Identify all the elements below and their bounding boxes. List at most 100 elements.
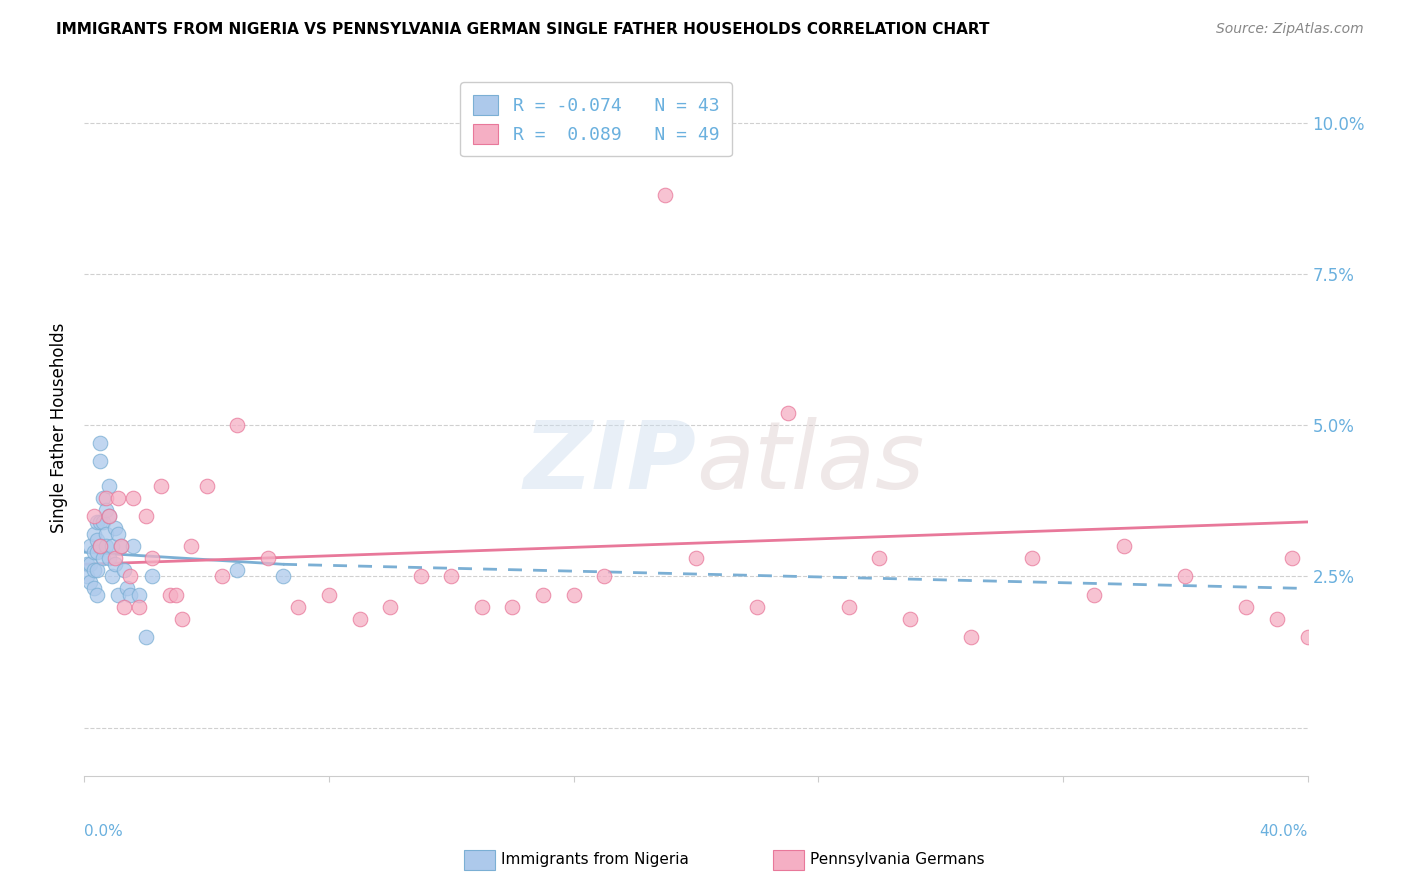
Point (112, 599, 135, 614)
Point (1236, 599, 1258, 614)
Text: atlas: atlas (696, 417, 924, 508)
Point (110, 539, 132, 553)
Point (141, 569, 163, 583)
Point (898, 612, 921, 626)
Point (104, 551, 127, 566)
Point (122, 539, 145, 553)
Point (593, 569, 616, 583)
Point (226, 563, 249, 577)
Text: ZIP: ZIP (523, 417, 696, 509)
Point (79, 539, 101, 553)
Point (83, 545, 105, 559)
Point (107, 527, 129, 541)
Point (91, 551, 114, 566)
Text: 40.0%: 40.0% (1260, 824, 1308, 839)
Point (110, 539, 132, 553)
Point (89, 515, 111, 529)
Point (257, 551, 280, 566)
Point (104, 521, 127, 535)
Point (86, 533, 108, 547)
Point (1265, 612, 1288, 626)
Point (94, 491, 117, 505)
Point (380, 599, 402, 614)
Point (135, 508, 157, 523)
Point (91, 491, 114, 505)
Point (287, 599, 309, 614)
Point (869, 551, 891, 566)
Point (97, 551, 120, 566)
Text: Immigrants from Nigeria: Immigrants from Nigeria (501, 853, 689, 867)
Point (76, 558, 98, 572)
Point (149, 478, 172, 492)
Point (141, 551, 163, 566)
Point (101, 569, 124, 583)
Point (79, 558, 101, 572)
Point (159, 588, 181, 602)
Point (94, 539, 117, 553)
Point (562, 588, 585, 602)
Text: Source: ZipAtlas.com: Source: ZipAtlas.com (1216, 22, 1364, 37)
Point (960, 630, 983, 644)
Point (685, 551, 707, 566)
Point (502, 599, 524, 614)
Point (97, 508, 120, 523)
Point (135, 630, 157, 644)
Point (91, 515, 114, 529)
Point (112, 563, 135, 577)
Point (83, 582, 105, 596)
Y-axis label: Single Father Households: Single Father Households (51, 323, 69, 533)
Point (531, 588, 554, 602)
Point (107, 588, 129, 602)
Point (471, 599, 494, 614)
Point (1174, 569, 1197, 583)
Point (120, 569, 142, 583)
Point (128, 599, 150, 614)
Point (97, 508, 120, 523)
Point (115, 582, 138, 596)
Point (128, 588, 150, 602)
Point (211, 569, 233, 583)
Point (271, 569, 294, 583)
Point (83, 563, 105, 577)
Point (97, 478, 120, 492)
Point (79, 575, 101, 590)
Point (94, 503, 117, 517)
Point (86, 563, 108, 577)
Point (349, 612, 371, 626)
Point (89, 539, 111, 553)
Point (86, 545, 108, 559)
Point (318, 588, 340, 602)
Point (76, 569, 98, 583)
Point (1021, 551, 1043, 566)
Point (440, 569, 463, 583)
Point (654, 188, 676, 202)
Point (94, 527, 117, 541)
Point (83, 527, 105, 541)
Point (172, 612, 194, 626)
Point (89, 539, 111, 553)
Point (226, 418, 249, 433)
Point (195, 478, 218, 492)
Point (86, 588, 108, 602)
Point (1296, 630, 1319, 644)
Point (89, 436, 111, 450)
Point (120, 588, 142, 602)
Point (1083, 588, 1105, 602)
Point (101, 539, 124, 553)
Point (1281, 551, 1303, 566)
Point (89, 454, 111, 468)
Point (122, 491, 145, 505)
Point (409, 569, 432, 583)
Point (1114, 539, 1136, 553)
Point (180, 539, 202, 553)
Point (104, 558, 127, 572)
Point (776, 406, 799, 420)
Point (107, 491, 129, 505)
Legend: R = -0.074   N = 43, R =  0.089   N = 49: R = -0.074 N = 43, R = 0.089 N = 49 (460, 82, 733, 156)
Point (86, 515, 108, 529)
Text: 0.0%: 0.0% (84, 824, 124, 839)
Point (747, 599, 769, 614)
Text: IMMIGRANTS FROM NIGERIA VS PENNSYLVANIA GERMAN SINGLE FATHER HOUSEHOLDS CORRELAT: IMMIGRANTS FROM NIGERIA VS PENNSYLVANIA … (56, 22, 990, 37)
Point (83, 508, 105, 523)
Point (838, 599, 860, 614)
